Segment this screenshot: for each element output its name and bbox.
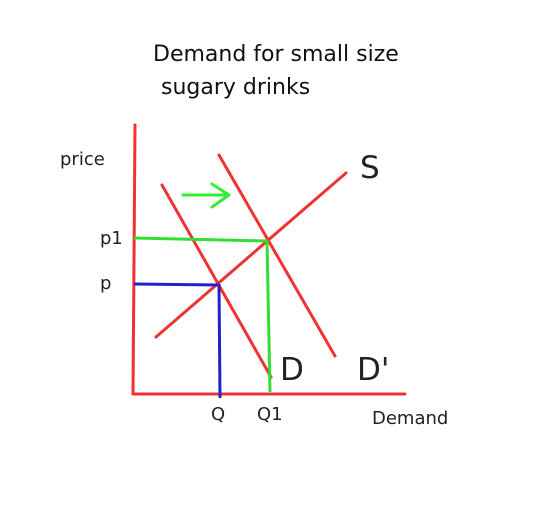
y-axis (131, 123, 137, 396)
chart-title-line1: Demand for small size (153, 42, 399, 67)
y-axis-label: price (60, 149, 105, 170)
y-tick-label-p: p (100, 273, 112, 294)
x-tick-label-q1: Q1 (257, 404, 283, 425)
right-arrow-icon (181, 182, 231, 209)
demand-curve-d (160, 183, 273, 379)
equilibrium-p1-q1-guides (133, 236, 272, 393)
chart-title-line2: sugary drinks (161, 75, 311, 100)
series-label-s: S (360, 150, 380, 186)
y-tick-label-p1: p1 (100, 228, 123, 249)
series-label-d-prime: D' (357, 352, 390, 388)
x-tick-label-q: Q (211, 404, 226, 425)
demand-curve-d-prime (217, 153, 337, 358)
supply-curve (154, 171, 348, 339)
equilibrium-p-q-guides (133, 282, 222, 399)
x-axis-label: Demand (372, 408, 449, 429)
series-label-d: D (280, 352, 304, 388)
